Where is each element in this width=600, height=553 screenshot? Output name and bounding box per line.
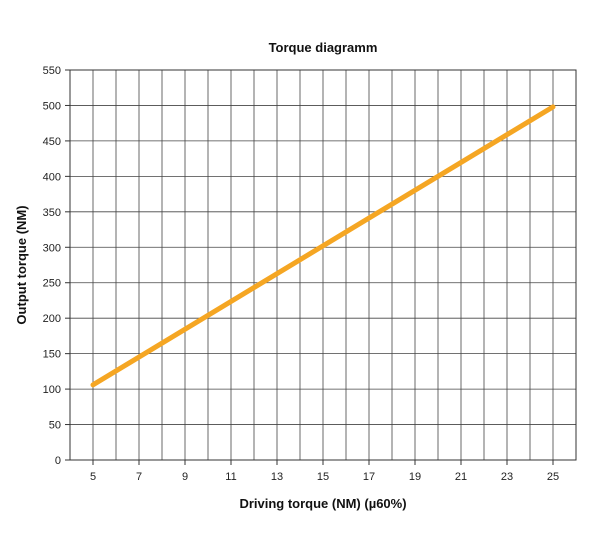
x-tick-label: 11 [225, 471, 236, 483]
y-axis: 0 50 100 150 200 250 300 350 400 450 500 550 [43, 65, 70, 467]
y-tick-label: 100 [43, 384, 61, 396]
y-tick-label: 200 [43, 313, 61, 325]
x-tick-label: 15 [317, 471, 329, 483]
x-tick-label: 19 [409, 471, 421, 483]
y-tick-label: 450 [43, 136, 61, 148]
y-tick-label: 0 [55, 455, 61, 467]
y-tick-label: 150 [43, 349, 61, 361]
x-axis-label: Driving torque (NM) (µ60%) [239, 496, 406, 511]
y-tick-label: 300 [43, 242, 61, 254]
y-tick-label: 400 [43, 171, 61, 183]
chart-title: Torque diagramm [269, 40, 378, 55]
x-tick-label: 25 [547, 471, 559, 483]
x-tick-label: 7 [136, 471, 142, 483]
grid [70, 70, 576, 460]
y-tick-label: 250 [43, 278, 61, 290]
y-tick-label: 550 [43, 65, 61, 77]
x-tick-label: 9 [182, 471, 188, 483]
x-tick-label: 17 [363, 471, 375, 483]
x-tick-label: 21 [455, 471, 467, 483]
series-line [90, 104, 556, 388]
x-tick-label: 5 [90, 471, 96, 483]
y-tick-label: 350 [43, 207, 61, 219]
x-axis: 5 7 9 11 13 15 17 19 21 23 25 [90, 460, 559, 483]
x-tick-label: 23 [501, 471, 513, 483]
y-tick-label: 500 [43, 100, 61, 112]
series-layer [90, 104, 556, 388]
y-tick-label: 50 [49, 420, 61, 432]
y-axis-label: Output torque (NM) [14, 205, 29, 324]
x-tick-label: 13 [271, 471, 283, 483]
